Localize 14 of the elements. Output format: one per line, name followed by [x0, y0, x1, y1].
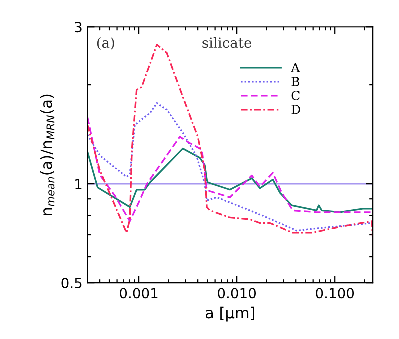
y-tick-label: 1: [76, 179, 82, 190]
x-tick-label: 0.001: [120, 288, 158, 299]
x-tick-label: 0.100: [316, 288, 354, 299]
legend-label: A: [291, 63, 300, 72]
annotation: (a): [97, 37, 114, 50]
x-axis-title: a [μm]: [206, 306, 254, 322]
annotation: silicate: [202, 37, 252, 48]
y-tick-label: 3: [75, 22, 82, 33]
legend-label: D: [292, 105, 300, 114]
y-axis-title: n$_{mean}$(a)/n$_{MRN}$(a): [40, 94, 55, 216]
legend-label: C: [292, 91, 300, 100]
x-tick-label: 0.010: [218, 288, 256, 299]
legend-label: B: [292, 77, 300, 86]
y-tick-label: 0.5: [62, 278, 82, 289]
